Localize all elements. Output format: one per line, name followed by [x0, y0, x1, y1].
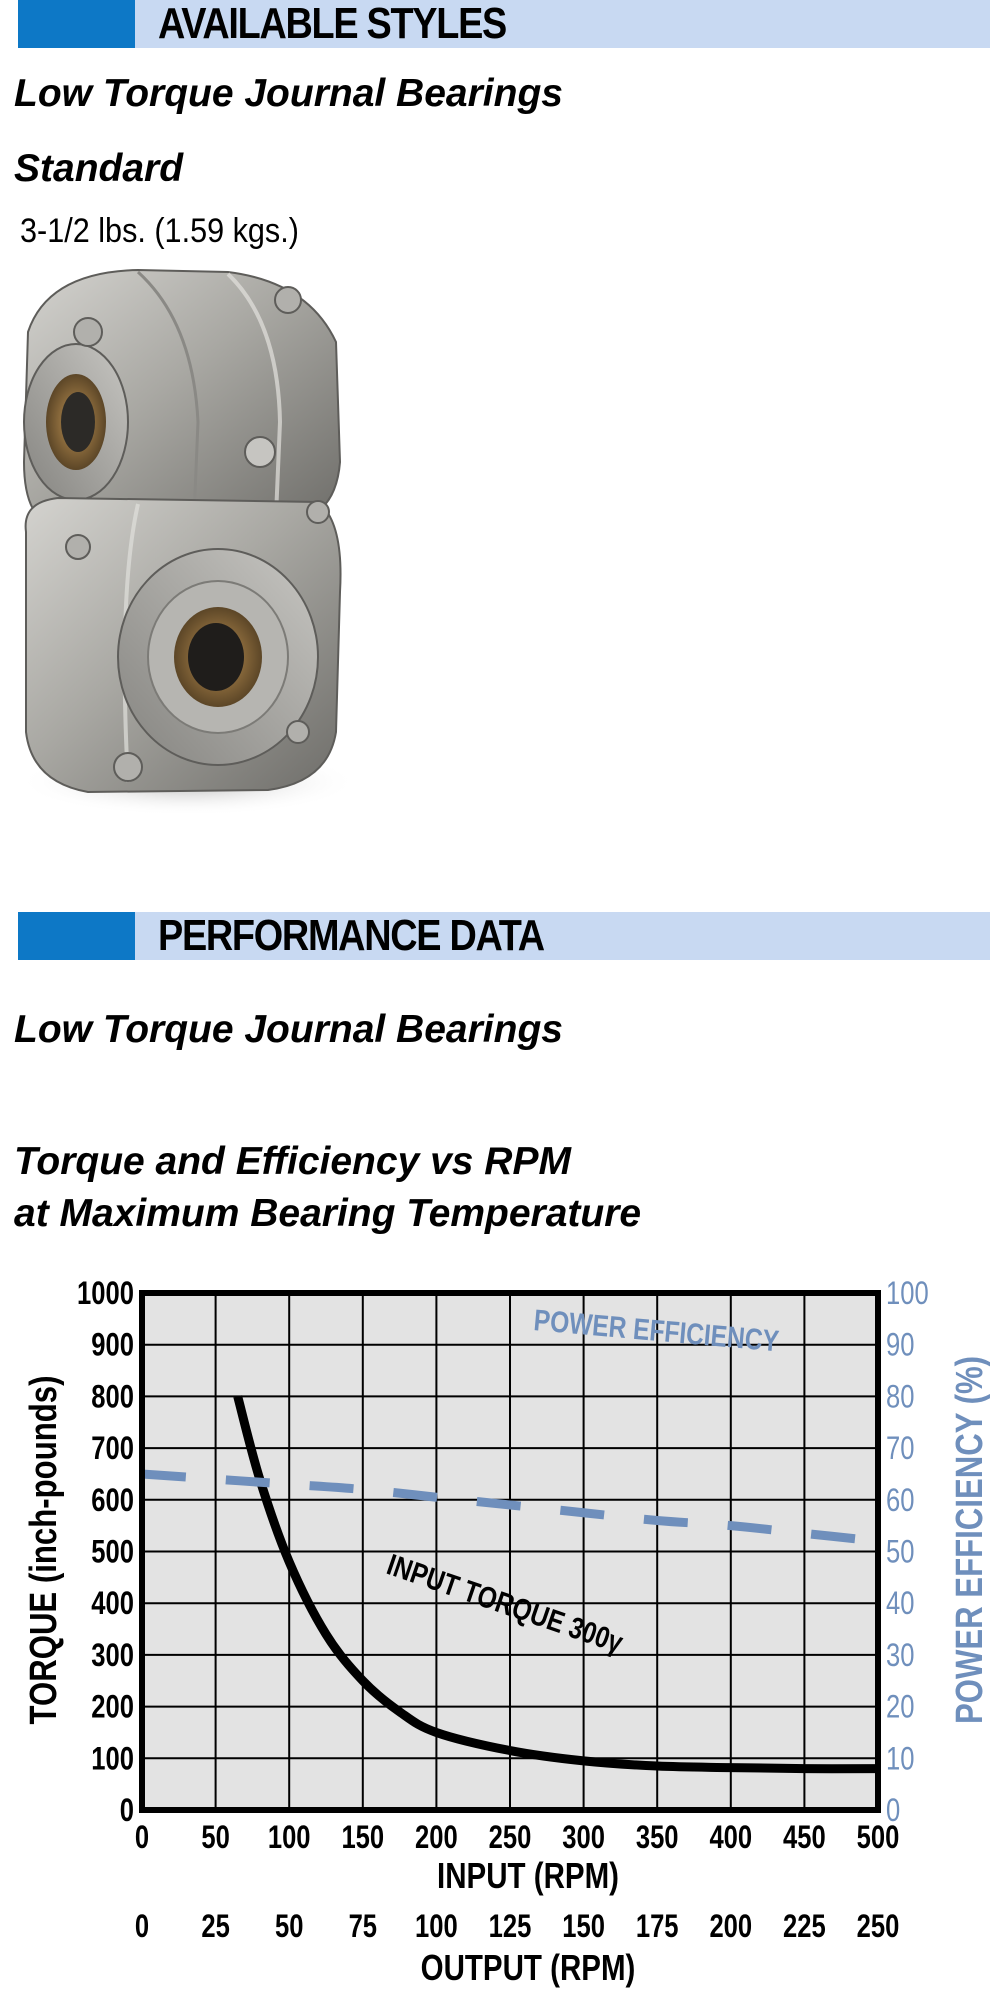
y-tick-label: 300	[91, 1638, 134, 1673]
y-tick-labels: 0 100 200 300 400 500 600 700 800 900 1000	[77, 1276, 134, 1828]
y2-axis-label: POWER EFFICIENCY (%)	[949, 1356, 991, 1724]
x-tick-label: 100	[268, 1820, 311, 1855]
series-line-power-efficiency	[141, 1469, 879, 1546]
available-styles-header-band: AVAILABLE STYLES	[18, 0, 990, 48]
x2-tick-label: 200	[709, 1909, 752, 1944]
y-axis-label: TORQUE (inch-pounds)	[23, 1376, 65, 1725]
x-tick-labels: 0 50 100 150 200 250 300 350 400 450 500	[135, 1820, 899, 1855]
x-tick-label: 50	[201, 1820, 229, 1855]
y2-tick-label: 0	[886, 1793, 900, 1828]
x-axis-label: INPUT (RPM)	[437, 1855, 619, 1895]
x-tick-label: 0	[135, 1820, 149, 1855]
x2-tick-label: 150	[562, 1909, 605, 1944]
y2-tick-label: 100	[886, 1276, 929, 1311]
x2-tick-label: 75	[349, 1909, 377, 1944]
x-tick-label: 200	[415, 1820, 458, 1855]
x-tick-label: 250	[489, 1820, 532, 1855]
x2-tick-label: 100	[415, 1909, 458, 1944]
y2-tick-label: 60	[886, 1483, 914, 1518]
y-tick-label: 700	[91, 1431, 134, 1466]
y2-tick-labels: 0 10 20 30 40 50 60 70 80 90 100	[886, 1276, 929, 1828]
x2-tick-labels: 0 25 50 75 100 125 150 175 200 225 250	[135, 1909, 899, 1944]
x2-axis-label: OUTPUT (RPM)	[421, 1947, 636, 1987]
y-tick-label: 0	[120, 1793, 134, 1828]
series-line-input-torque	[233, 1395, 879, 1774]
x-tick-label: 300	[562, 1820, 605, 1855]
y2-tick-label: 30	[886, 1638, 914, 1673]
x2-tick-label: 175	[636, 1909, 679, 1944]
x2-tick-label: 0	[135, 1909, 149, 1944]
x-tick-label: 400	[709, 1820, 752, 1855]
y2-tick-label: 90	[886, 1328, 914, 1363]
x-tick-label: 500	[857, 1820, 900, 1855]
x-tick-label: 450	[783, 1820, 826, 1855]
plot-frame	[139, 1290, 881, 1813]
performance-data-heading: PERFORMANCE DATA	[158, 911, 545, 960]
gearbox-product-image	[18, 268, 358, 816]
x2-tick-label: 250	[857, 1909, 900, 1944]
style-name: Standard	[14, 147, 184, 190]
y-tick-label: 100	[91, 1742, 134, 1777]
axis-labels: INPUT (RPM) OUTPUT (RPM) TORQUE (inch-poun…	[23, 1356, 991, 1988]
grid-lines	[142, 1293, 878, 1810]
y2-tick-label: 50	[886, 1535, 914, 1570]
y-tick-label: 900	[91, 1328, 134, 1363]
x2-tick-label: 125	[489, 1909, 532, 1944]
y-tick-label: 500	[91, 1535, 134, 1570]
performance-subtitle: Low Torque Journal Bearings	[14, 1008, 563, 1051]
performance-data-header-band: PERFORMANCE DATA	[18, 912, 990, 960]
y-tick-label: 200	[91, 1690, 134, 1725]
y-tick-label: 1000	[77, 1276, 134, 1311]
header-blocks	[18, 0, 135, 48]
x2-tick-label: 225	[783, 1909, 826, 1944]
x2-tick-label: 25	[201, 1909, 229, 1944]
y2-tick-label: 40	[886, 1587, 914, 1622]
y-tick-label: 600	[91, 1483, 134, 1518]
y2-tick-label: 20	[886, 1690, 914, 1725]
chart-title-line2: at Maximum Bearing Temperature	[14, 1192, 642, 1235]
header-blocks	[18, 912, 135, 960]
available-subtitle: Low Torque Journal Bearings	[14, 72, 563, 115]
y-tick-label: 400	[91, 1587, 134, 1622]
weight-label: 3-1/2 lbs. (1.59 kgs.)	[20, 212, 299, 250]
y2-tick-label: 70	[886, 1431, 914, 1466]
y2-tick-label: 10	[886, 1742, 914, 1777]
y2-tick-label: 80	[886, 1380, 914, 1415]
available-styles-heading: AVAILABLE STYLES	[158, 0, 507, 48]
x-tick-label: 150	[341, 1820, 384, 1855]
x-tick-label: 350	[636, 1820, 679, 1855]
x2-tick-label: 50	[275, 1909, 303, 1944]
y-tick-label: 800	[91, 1380, 134, 1415]
chart-title-line1: Torque and Efficiency vs RPM	[14, 1140, 571, 1183]
